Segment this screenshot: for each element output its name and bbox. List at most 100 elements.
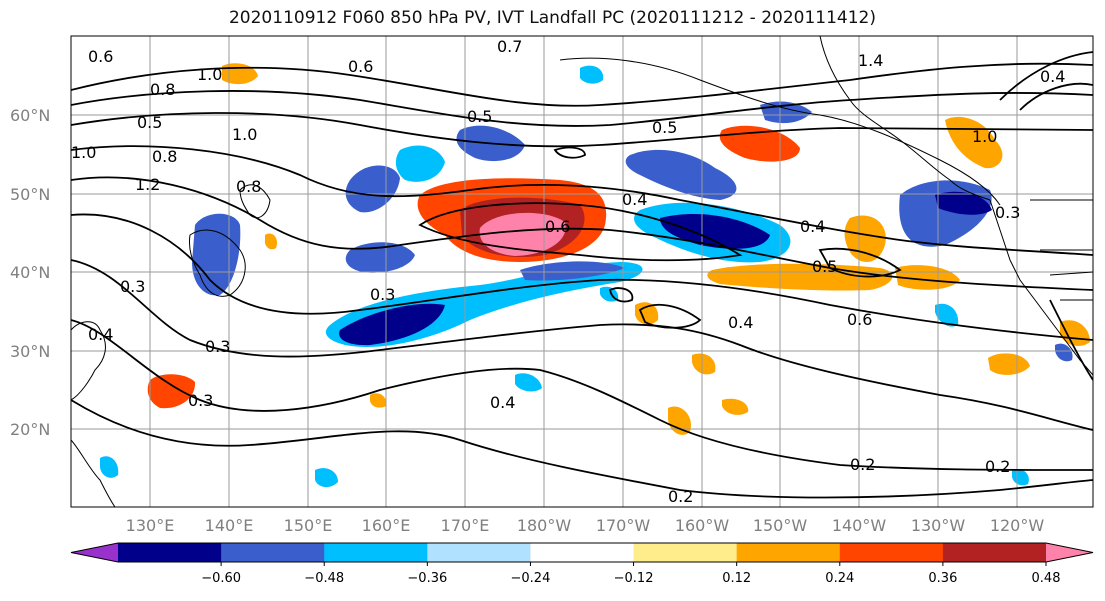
contour-label: 0.8 xyxy=(150,80,175,99)
negative-anomaly xyxy=(515,373,542,392)
colorbar-segment xyxy=(324,543,428,562)
colorbar-extend-high xyxy=(1046,543,1093,562)
positive-anomaly xyxy=(988,353,1030,375)
lat-label: 60°N xyxy=(10,106,50,125)
contour-label: 0.4 xyxy=(728,313,753,332)
lat-label: 50°N xyxy=(10,185,50,204)
lon-label: 130°E xyxy=(126,516,175,535)
lon-label: 150°W xyxy=(753,516,808,535)
negative-anomaly xyxy=(935,191,992,215)
colorbar-tick-label: 0.48 xyxy=(1032,571,1061,586)
contour-labels: 0.6 0.8 1.0 0.6 0.7 0.5 0.8 1.0 0.5 1.0 … xyxy=(71,37,1065,506)
contour-label: 0.3 xyxy=(995,203,1020,222)
negative-anomaly xyxy=(625,149,737,200)
contour-label: 0.2 xyxy=(668,487,693,506)
negative-anomaly xyxy=(395,145,445,182)
lon-label: 150°E xyxy=(284,516,333,535)
lon-label: 130°W xyxy=(911,516,966,535)
colorbar-ticks: −0.60 −0.48 −0.36 −0.24 −0.12 0.12 0.24 0.36 0.4… xyxy=(201,562,1061,586)
map-title: 2020110912 F060 850 hPa PV, IVT Landfall… xyxy=(228,8,876,28)
negative-anomaly xyxy=(1012,468,1029,486)
latitude-labels: 60°N 50°N 40°N 30°N 20°N xyxy=(10,106,50,439)
colorbar-tick-label: 0.24 xyxy=(825,571,854,586)
contour-label: 0.3 xyxy=(120,277,145,296)
contour-label: 0.2 xyxy=(985,457,1010,476)
contour-label: 1.2 xyxy=(135,175,160,194)
positive-anomaly xyxy=(264,233,278,250)
negative-anomaly xyxy=(192,213,241,296)
colorbar-segment xyxy=(942,543,1047,562)
contour-label: 0.4 xyxy=(622,190,647,209)
lon-label: 120°W xyxy=(990,516,1045,535)
negative-anomaly xyxy=(339,303,445,346)
colorbar-extend-low xyxy=(71,543,118,562)
colorbar-segment xyxy=(221,543,325,562)
colorbar-segment xyxy=(736,543,841,562)
colorbar-tick-label: −0.24 xyxy=(511,571,551,586)
colorbar-tick-label: −0.60 xyxy=(201,571,241,586)
coastlines xyxy=(71,36,1093,507)
contour-label: 1.4 xyxy=(858,51,883,70)
negative-anomaly xyxy=(345,242,415,273)
colorbar-segment xyxy=(839,543,944,562)
contour-label: 0.4 xyxy=(800,217,825,236)
negative-anomaly xyxy=(520,261,625,281)
contour-label: 0.8 xyxy=(236,177,261,196)
contour-label: 0.6 xyxy=(348,57,373,76)
positive-anomaly xyxy=(668,406,691,435)
contour-label: 0.5 xyxy=(137,113,162,132)
negative-anomaly xyxy=(315,468,338,488)
colorbar-tick-label: 0.36 xyxy=(928,571,957,586)
colorbar-tick-label: −0.12 xyxy=(614,571,654,586)
negative-anomaly xyxy=(935,303,959,327)
graticule xyxy=(71,36,1093,507)
contour-label: 0.6 xyxy=(545,217,570,236)
contour-label: 0.3 xyxy=(370,285,395,304)
contour-label: 0.6 xyxy=(88,47,113,66)
lon-label: 140°W xyxy=(832,516,887,535)
lon-label: 170°E xyxy=(441,516,490,535)
lon-label: 170°W xyxy=(596,516,651,535)
negative-anomaly xyxy=(580,65,604,84)
contour-label: 0.5 xyxy=(467,107,492,126)
positive-anomaly xyxy=(692,353,716,375)
colorbar-segments xyxy=(70,542,1094,563)
colorbar-tick-label: −0.36 xyxy=(407,571,447,586)
positive-anomaly xyxy=(370,393,387,408)
lat-label: 20°N xyxy=(10,420,50,439)
map-frame xyxy=(70,35,1094,508)
lat-label: 40°N xyxy=(10,263,50,282)
contour-label: 0.8 xyxy=(152,147,177,166)
lon-label: 160°W xyxy=(675,516,730,535)
contour-label: 0.5 xyxy=(812,257,837,276)
longitude-labels: 130°E 140°E 150°E 160°E 170°E 180°W 170°… xyxy=(126,516,1045,535)
contour-label: 1.0 xyxy=(71,143,96,162)
colorbar-segment xyxy=(633,543,738,562)
colorbar-segment xyxy=(530,543,635,562)
colorbar-outline xyxy=(70,542,1094,563)
colorbar-segment xyxy=(427,543,531,562)
contour-label: 0.4 xyxy=(490,393,515,412)
positive-anomaly xyxy=(895,265,960,290)
map-plot-area: 0.6 0.8 1.0 0.6 0.7 0.5 0.8 1.0 0.5 1.0 … xyxy=(71,36,1093,507)
positive-anomaly xyxy=(635,302,659,325)
contour-label: 0.3 xyxy=(188,391,213,410)
negative-anomaly xyxy=(1055,343,1073,362)
contour-label: 0.7 xyxy=(497,37,522,56)
contours xyxy=(71,51,1093,499)
contour-label: 0.4 xyxy=(88,325,113,344)
contour-label: 1.0 xyxy=(232,125,257,144)
contour-label: 0.4 xyxy=(1040,67,1065,86)
colorbar-segment xyxy=(118,543,222,562)
positive-anomaly xyxy=(722,398,749,415)
contour-label: 0.6 xyxy=(847,310,872,329)
negative-anomaly xyxy=(100,456,119,478)
colorbar-tick-label: 0.12 xyxy=(722,571,751,586)
colorbar-tick-label: −0.48 xyxy=(304,571,344,586)
lat-label: 30°N xyxy=(10,342,50,361)
contour-label: 0.2 xyxy=(850,455,875,474)
contour-label: 1.0 xyxy=(972,127,997,146)
contour-label: 0.3 xyxy=(205,337,230,356)
lon-label: 140°E xyxy=(205,516,254,535)
